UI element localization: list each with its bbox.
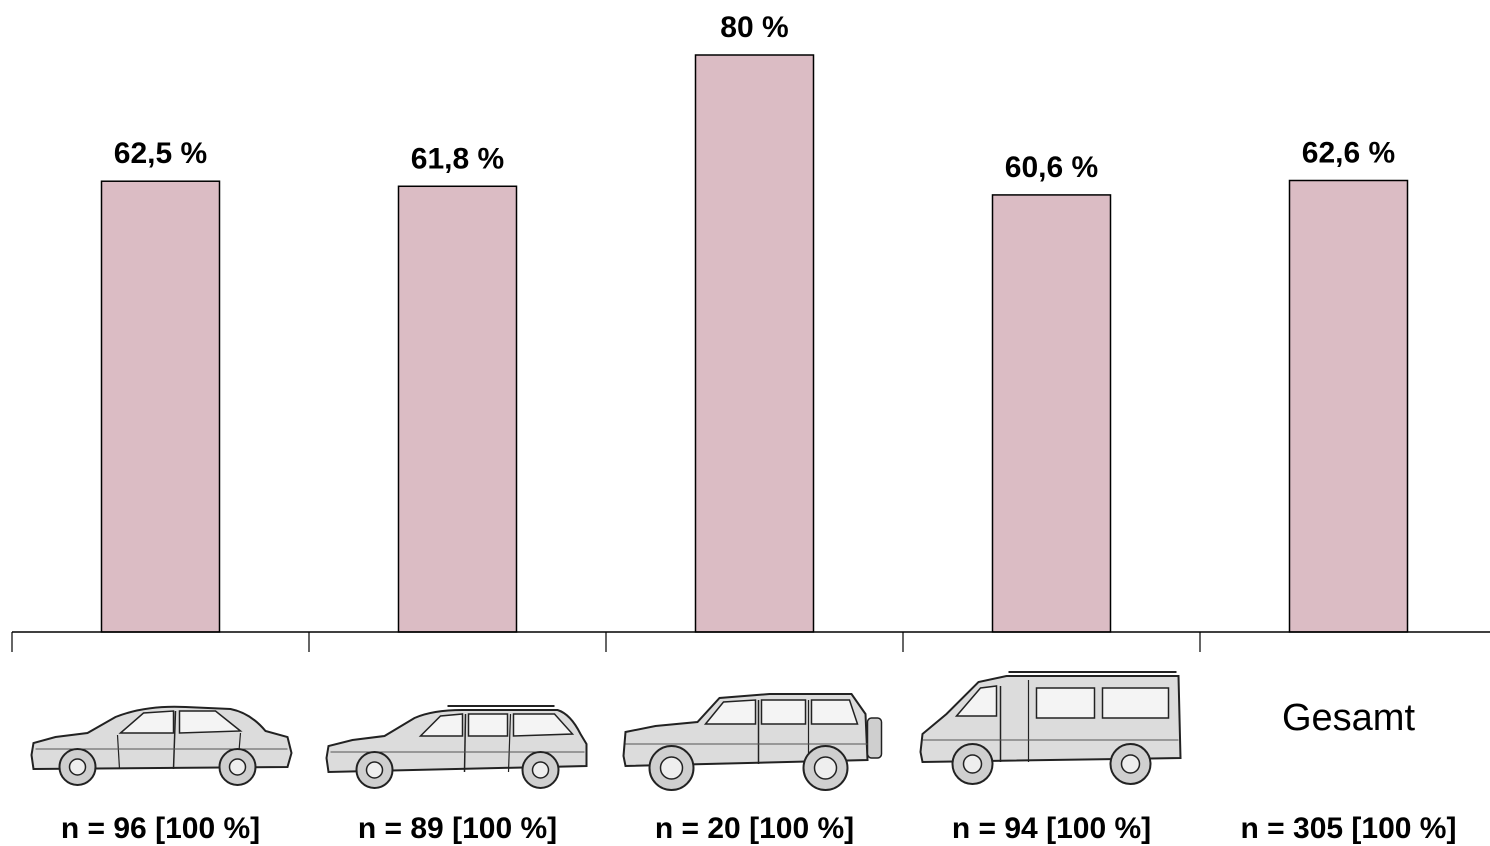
- value-labels: 62,5 % 61,8 % 80 % 60,6 % 62,6 %: [114, 11, 1395, 184]
- x-axis: [11, 631, 1490, 652]
- suv-car-icon: [622, 693, 883, 791]
- van-icon: [919, 671, 1182, 785]
- sample-size-label: n = 305 [100 %]: [1241, 812, 1457, 845]
- bar-kombi: [397, 185, 518, 633]
- bars-layer: [100, 54, 1409, 633]
- value-label: 60,6 %: [1005, 151, 1098, 184]
- category-icons: Gesamt: [30, 671, 1415, 791]
- value-label: 62,6 %: [1302, 136, 1395, 169]
- value-label: 62,5 %: [114, 137, 207, 170]
- value-label: 61,8 %: [411, 142, 504, 175]
- bar-gelaendewagen: [694, 54, 815, 633]
- bar-limousine: [100, 180, 221, 633]
- category-label: Gesamt: [1282, 697, 1415, 739]
- value-label: 80 %: [720, 11, 788, 44]
- station-wagon-car-icon: [325, 705, 588, 789]
- bar-gesamt: [1288, 179, 1409, 633]
- sample-size-label: n = 89 [100 %]: [358, 812, 557, 845]
- n-labels: n = 96 [100 %] n = 89 [100 %] n = 20 [100 …: [61, 812, 1457, 845]
- bar-transporter: [991, 194, 1112, 633]
- sedan-car-icon: [30, 705, 293, 786]
- sample-size-label: n = 96 [100 %]: [61, 812, 260, 845]
- sample-size-label: n = 20 [100 %]: [655, 812, 854, 845]
- sample-size-label: n = 94 [100 %]: [952, 812, 1151, 845]
